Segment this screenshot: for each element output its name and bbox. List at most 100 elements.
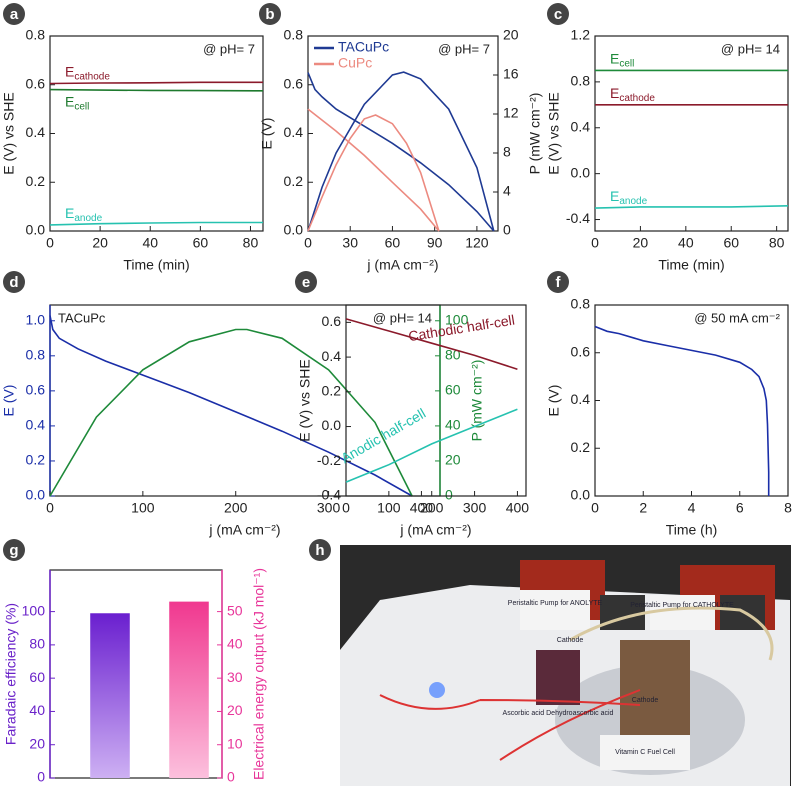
x-axis-label: Time (h) <box>666 522 718 538</box>
x-tick-label: 4 <box>688 500 696 516</box>
x-tick-label: 60 <box>385 235 401 251</box>
series-label: Ecathode <box>610 85 655 104</box>
panel-letter: c <box>554 6 562 23</box>
legend-label: CuPc <box>338 55 372 71</box>
y-tick-label: 20 <box>29 735 45 751</box>
annotation: @ pH= 7 <box>203 41 255 56</box>
tubing <box>569 606 774 661</box>
x-axis-label: Time (min) <box>123 257 189 273</box>
y-tick-label: 0.4 <box>26 124 46 140</box>
panel-letter: h <box>315 542 324 559</box>
panel-badge <box>547 271 569 293</box>
plot-frame <box>49 35 264 232</box>
annotation: @ pH= 14 <box>721 41 780 56</box>
panel-letter: g <box>9 542 18 559</box>
y-tick-label: 0.8 <box>571 296 591 312</box>
plot-frame <box>307 35 499 232</box>
panel-letter: b <box>265 6 274 23</box>
x-tick-label: 0 <box>591 500 599 516</box>
panel-badge <box>309 539 331 561</box>
x-tick-label: 200 <box>224 500 248 516</box>
x-tick-label: 40 <box>678 235 694 251</box>
led <box>429 682 445 698</box>
series-label-main: E <box>65 93 74 109</box>
y-axis-label: E (V) vs SHE <box>1 92 17 174</box>
series-label-sub: cathode <box>619 92 655 103</box>
curve-label: Anodic half-cell <box>338 405 428 466</box>
y-tick-label: 100 <box>22 602 46 618</box>
y2-tick-label: 16 <box>503 66 519 82</box>
y2-tick-label: 4 <box>503 183 511 199</box>
x-tick-label: 100 <box>377 500 401 516</box>
bottle <box>536 650 580 705</box>
y-tick-label: 0.2 <box>26 452 46 468</box>
panel-badge <box>3 271 25 293</box>
y-tick-label: 0.8 <box>26 347 46 363</box>
panel-letter: a <box>10 6 19 23</box>
y2-axis-label: P (mW cm⁻²) <box>469 360 485 442</box>
wires <box>379 689 641 761</box>
y2-tick-label: 0 <box>227 769 235 785</box>
plot-frame <box>594 35 789 232</box>
x-tick-label: 0 <box>591 235 599 251</box>
series-label-main: E <box>610 85 619 101</box>
y-tick-label: 0.6 <box>322 313 342 329</box>
photo-label: Vitamin C Fuel Cell <box>615 749 675 756</box>
y-tick-label: 0.4 <box>571 391 591 407</box>
x-tick-label: 90 <box>427 235 443 251</box>
y2-tick-label: 60 <box>445 382 461 398</box>
panel-badge <box>295 271 317 293</box>
y-tick-label: 0.6 <box>26 382 46 398</box>
x-tick-label: 400 <box>506 500 530 516</box>
y-tick-label: 0.6 <box>26 75 46 91</box>
series-label-sub: cathode <box>74 71 110 82</box>
panel-letter: d <box>9 274 18 291</box>
y2-tick-label: 12 <box>503 105 519 121</box>
y2-tick-label: 30 <box>227 669 243 685</box>
x-tick-label: 2 <box>639 500 647 516</box>
data-line <box>307 71 495 232</box>
x-tick-label: 300 <box>463 500 487 516</box>
data-line <box>307 108 440 232</box>
plot-frame <box>594 304 789 497</box>
y-tick-label: 0.2 <box>571 439 591 455</box>
y-tick-label: 60 <box>29 669 45 685</box>
series-label: Ecathode <box>65 63 110 82</box>
series-label-sub: cell <box>74 101 89 112</box>
x-tick-label: 80 <box>769 235 785 251</box>
y-tick-label: 0.4 <box>284 124 304 140</box>
y-tick-label: 80 <box>29 636 45 652</box>
series-label: Eanode <box>610 188 648 207</box>
photo-label: Ascorbic acid Dehydroascorbic acid <box>503 710 614 717</box>
series-label-sub: cell <box>619 58 634 69</box>
annotation: @ pH= 7 <box>438 41 490 56</box>
y-tick-label: 0.0 <box>26 222 46 238</box>
y-tick-label: 0.0 <box>571 487 591 503</box>
x-tick-label: 60 <box>193 235 209 251</box>
x-tick-label: 8 <box>784 500 792 516</box>
x-tick-label: 20 <box>633 235 649 251</box>
y2-tick-label: 20 <box>503 27 519 43</box>
y-tick-label: 0.0 <box>322 417 342 433</box>
y2-tick-label: 40 <box>445 417 461 433</box>
x-tick-label: 400 <box>410 500 434 516</box>
x-tick-label: 30 <box>342 235 358 251</box>
y-tick-label: 1.2 <box>571 27 591 43</box>
y-axis-label: E (V) <box>259 118 275 150</box>
y-tick-label: 0 <box>37 769 45 785</box>
pump-label <box>650 595 715 630</box>
y-axis-label: Faradaic efficiency (%) <box>3 603 19 745</box>
annotation: @ 50 mA cm⁻² <box>694 310 780 325</box>
y2-tick-label: 8 <box>503 144 511 160</box>
pump-label <box>520 590 590 630</box>
x-axis-label: j (mA cm⁻²) <box>399 522 471 538</box>
x-tick-label: 0 <box>46 235 54 251</box>
x-tick-label: 100 <box>131 500 155 516</box>
x-tick-label: 0 <box>304 235 312 251</box>
x-tick-label: 60 <box>723 235 739 251</box>
y-axis-label: E (V) vs SHE <box>297 359 313 441</box>
data-line <box>49 328 413 497</box>
panel-letter: f <box>556 274 562 291</box>
y-tick-label: 0.0 <box>571 164 591 180</box>
